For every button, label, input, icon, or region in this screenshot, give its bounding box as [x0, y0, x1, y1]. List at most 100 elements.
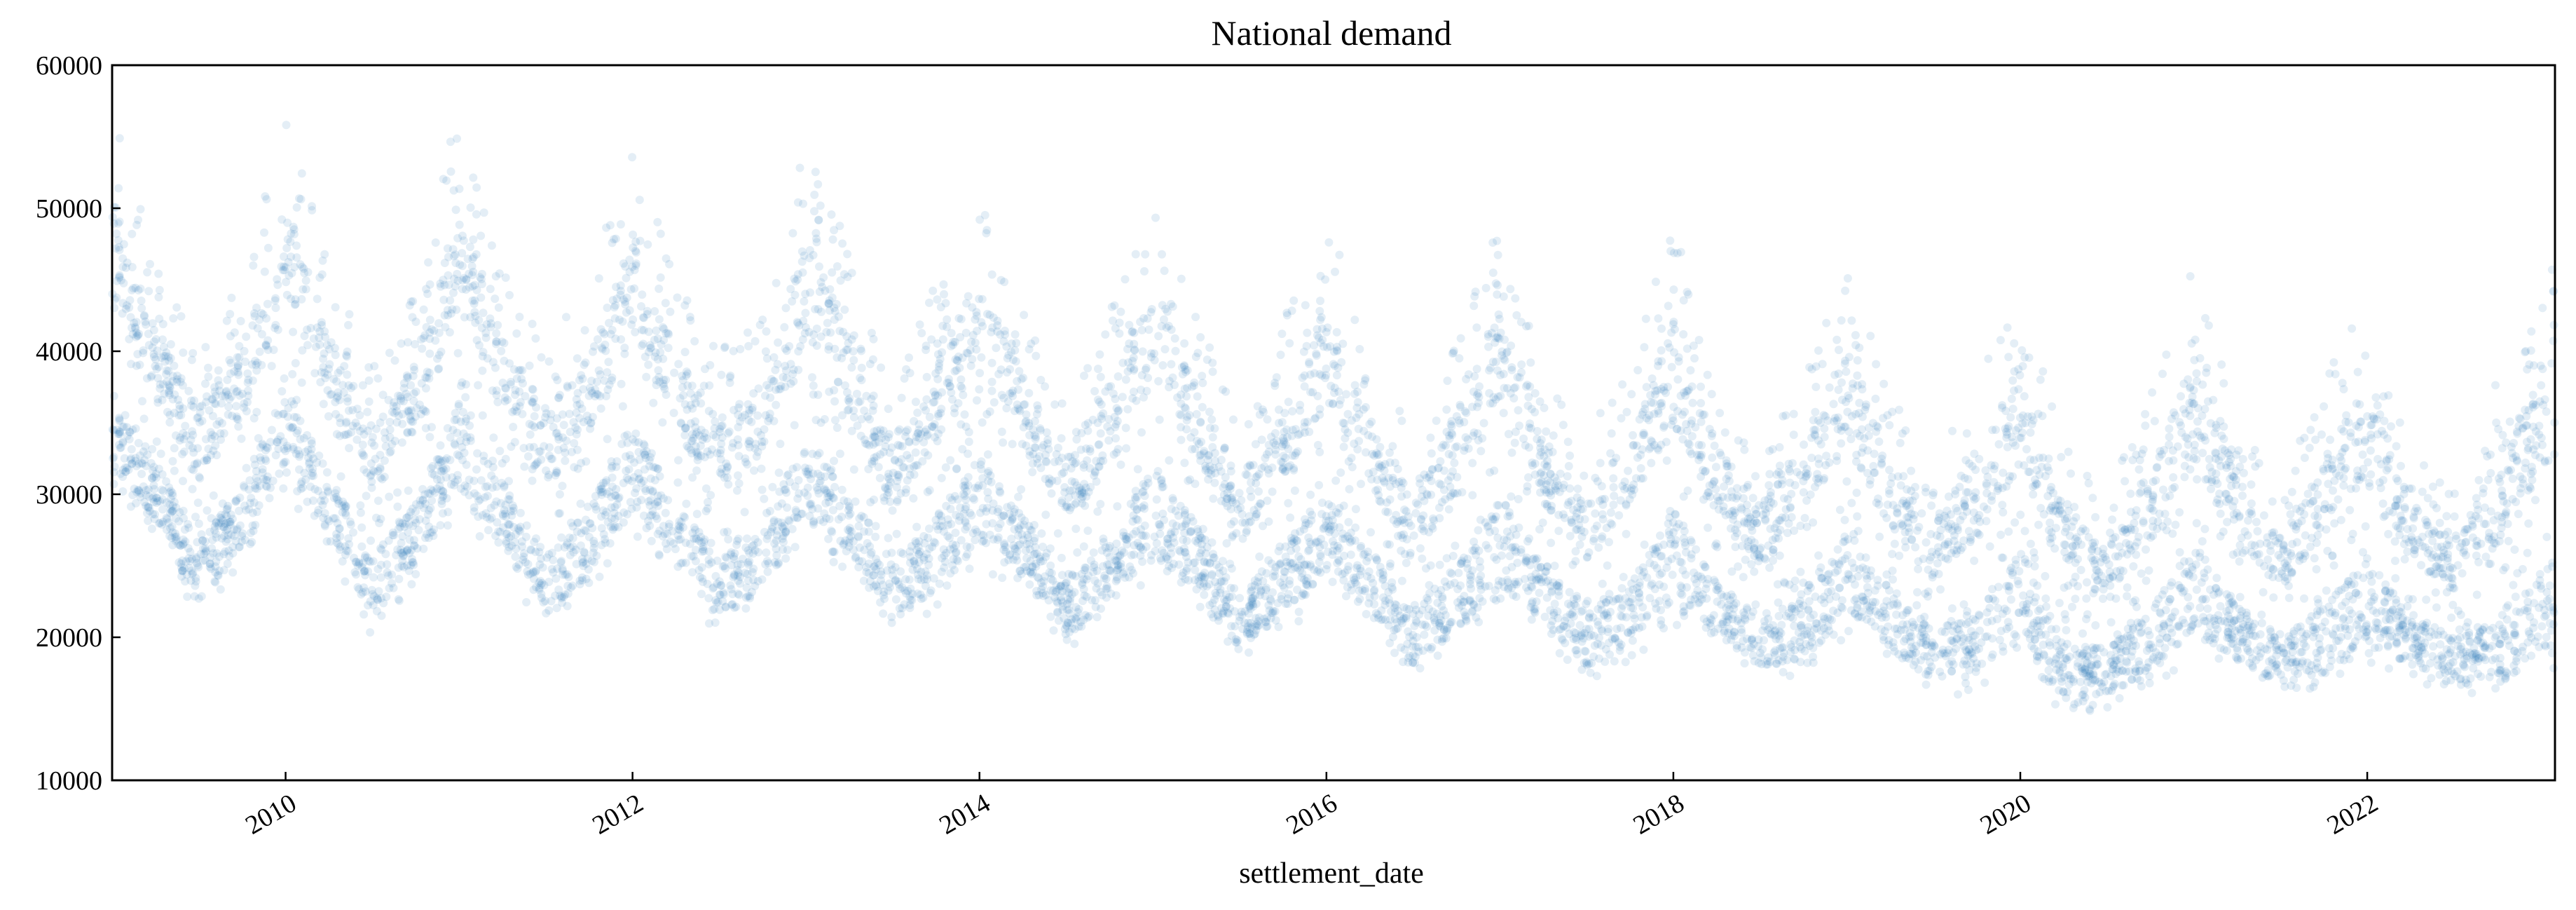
scatter-point [1743, 515, 1753, 524]
scatter-point [451, 205, 460, 215]
scatter-point [1789, 409, 1798, 419]
scatter-point [395, 412, 403, 420]
scatter-point [1889, 522, 1898, 531]
scatter-point [378, 391, 388, 400]
scatter-point [1589, 534, 1598, 543]
scatter-point [1118, 358, 1128, 367]
scatter-point [723, 473, 732, 482]
scatter-point [573, 518, 582, 527]
scatter-point [247, 538, 256, 547]
scatter-point [1558, 421, 1568, 430]
scatter-point [2509, 454, 2517, 463]
scatter-point [879, 493, 889, 502]
scatter-point [404, 566, 413, 576]
scatter-point [2018, 362, 2027, 371]
scatter-point [892, 529, 901, 538]
scatter-point [2200, 616, 2209, 625]
scatter-point [1196, 333, 1205, 342]
scatter-point [377, 611, 386, 620]
scatter-point [559, 421, 568, 430]
scatter-point [1758, 645, 1767, 654]
scatter-point [2176, 583, 2185, 592]
scatter-point [232, 402, 241, 411]
scatter-point [619, 479, 628, 487]
scatter-point [282, 290, 292, 299]
scatter-point [1645, 411, 1654, 420]
scatter-point [582, 457, 591, 466]
scatter-point [123, 431, 132, 440]
scatter-point [1397, 643, 1406, 652]
scatter-point [242, 463, 251, 473]
scatter-point [2110, 679, 2119, 688]
scatter-point [1796, 597, 1804, 606]
scatter-point [2032, 466, 2041, 475]
scatter-point [1940, 627, 1950, 637]
scatter-point [1236, 503, 1245, 512]
scatter-point [925, 298, 933, 307]
scatter-point [1096, 429, 1105, 438]
scatter-point [2214, 654, 2224, 663]
scatter-point [950, 337, 959, 346]
scatter-point [939, 280, 948, 289]
scatter-point [401, 519, 410, 529]
scatter-point [279, 484, 288, 493]
scatter-point [645, 456, 654, 465]
scatter-point [2144, 566, 2153, 575]
scatter-point [913, 408, 922, 417]
scatter-point [1006, 517, 1015, 526]
scatter-point [1555, 648, 1564, 658]
scatter-point [744, 341, 753, 351]
scatter-point [871, 438, 880, 447]
scatter-point [1070, 500, 1079, 509]
scatter-point [2169, 473, 2178, 482]
scatter-point [1242, 526, 1252, 535]
scatter-point [2540, 395, 2549, 404]
scatter-point [1708, 480, 1717, 489]
scatter-point [425, 349, 434, 358]
scatter-point [1014, 492, 1023, 501]
scatter-point [1108, 316, 1117, 325]
scatter-point [753, 447, 762, 456]
scatter-point [1395, 407, 1404, 416]
scatter-point [1521, 557, 1530, 566]
scatter-point [2306, 542, 2315, 551]
scatter-point [2123, 583, 2132, 592]
scatter-point [2549, 664, 2558, 673]
scatter-point [256, 453, 265, 462]
scatter-point [451, 409, 460, 418]
scatter-point [987, 386, 996, 395]
scatter-point [1834, 559, 1843, 568]
scatter-point [511, 530, 520, 539]
scatter-point [771, 365, 780, 374]
scatter-point [2491, 539, 2500, 548]
scatter-point [297, 294, 306, 304]
scatter-point [114, 184, 123, 193]
scatter-point [118, 473, 128, 481]
scatter-point [481, 333, 491, 342]
scatter-point [2341, 443, 2350, 452]
scatter-point [1835, 583, 1844, 592]
scatter-point [1114, 407, 1123, 416]
scatter-point [170, 533, 179, 542]
scatter-point [1247, 598, 1256, 607]
scatter-point [2432, 569, 2440, 578]
scatter-point [1527, 405, 1536, 414]
scatter-point [311, 342, 320, 351]
scatter-point [261, 446, 270, 455]
scatter-point [1128, 517, 1137, 526]
scatter-point [2111, 533, 2120, 542]
scatter-point [1999, 642, 2007, 651]
scatter-point [1711, 484, 1720, 494]
scatter-point [1553, 607, 1562, 616]
scatter-point [941, 463, 950, 472]
scatter-point [2137, 569, 2146, 578]
scatter-point [2524, 519, 2533, 528]
scatter-point [1506, 285, 1515, 294]
scatter-point [1281, 552, 1290, 562]
scatter-point [1640, 540, 1649, 549]
scatter-point [2481, 519, 2491, 529]
scatter-point [1814, 436, 1823, 445]
scatter-point [1528, 459, 1537, 467]
scatter-point [1416, 515, 1425, 524]
scatter-point [1465, 571, 1474, 580]
